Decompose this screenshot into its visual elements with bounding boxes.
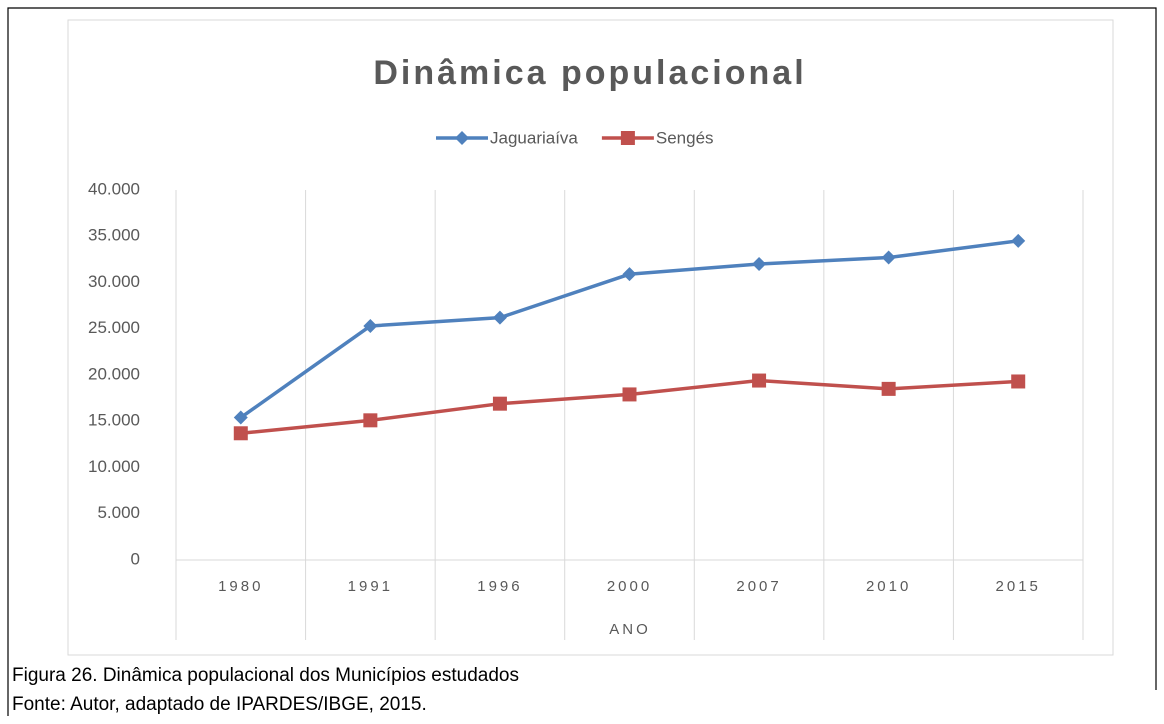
marker <box>881 381 896 396</box>
marker <box>752 373 767 388</box>
x-tick-label: 2015 <box>996 578 1041 595</box>
y-tick-label: 20.000 <box>88 364 140 383</box>
marker <box>622 267 637 282</box>
source-caption: Fonte: Autor, adaptado de IPARDES/IBGE, … <box>12 694 427 715</box>
marker <box>1011 374 1026 389</box>
y-tick-label: 35.000 <box>88 226 140 245</box>
y-tick-label: 40.000 <box>88 179 140 198</box>
marker <box>492 396 507 411</box>
y-tick-label: 25.000 <box>88 318 140 337</box>
x-axis-label: ANO <box>609 621 651 638</box>
marker <box>752 257 767 271</box>
marker <box>492 310 507 325</box>
y-tick-label: 30.000 <box>88 272 140 291</box>
marker <box>881 250 896 265</box>
frame <box>7 7 1157 716</box>
chart-area <box>67 19 1114 656</box>
chart-title: Dinâmica populacional <box>373 54 806 92</box>
marker <box>1011 233 1026 248</box>
x-tick-label: 1996 <box>477 578 522 595</box>
marker <box>363 318 378 333</box>
y-tick-label: 15.000 <box>88 411 140 430</box>
marker <box>233 426 248 441</box>
x-tick-label: 2000 <box>607 578 652 595</box>
x-tick-label: 2010 <box>866 578 911 595</box>
marker <box>620 131 635 145</box>
x-tick-label: 1991 <box>348 578 393 595</box>
marker <box>455 131 469 145</box>
y-tick-label: 0 <box>131 549 140 568</box>
y-tick-label: 5.000 <box>97 503 140 522</box>
figure-caption: Figura 26. Dinâmica populacional dos Mun… <box>12 665 519 686</box>
marker <box>233 410 248 425</box>
marker <box>363 413 378 428</box>
x-tick-label: 1980 <box>218 578 263 595</box>
x-tick-label: 2007 <box>736 578 781 595</box>
marker <box>622 387 637 402</box>
y-tick-label: 10.000 <box>88 457 140 476</box>
legend-label: Sengés <box>656 128 714 147</box>
legend-label: Jaguariaíva <box>490 128 578 147</box>
